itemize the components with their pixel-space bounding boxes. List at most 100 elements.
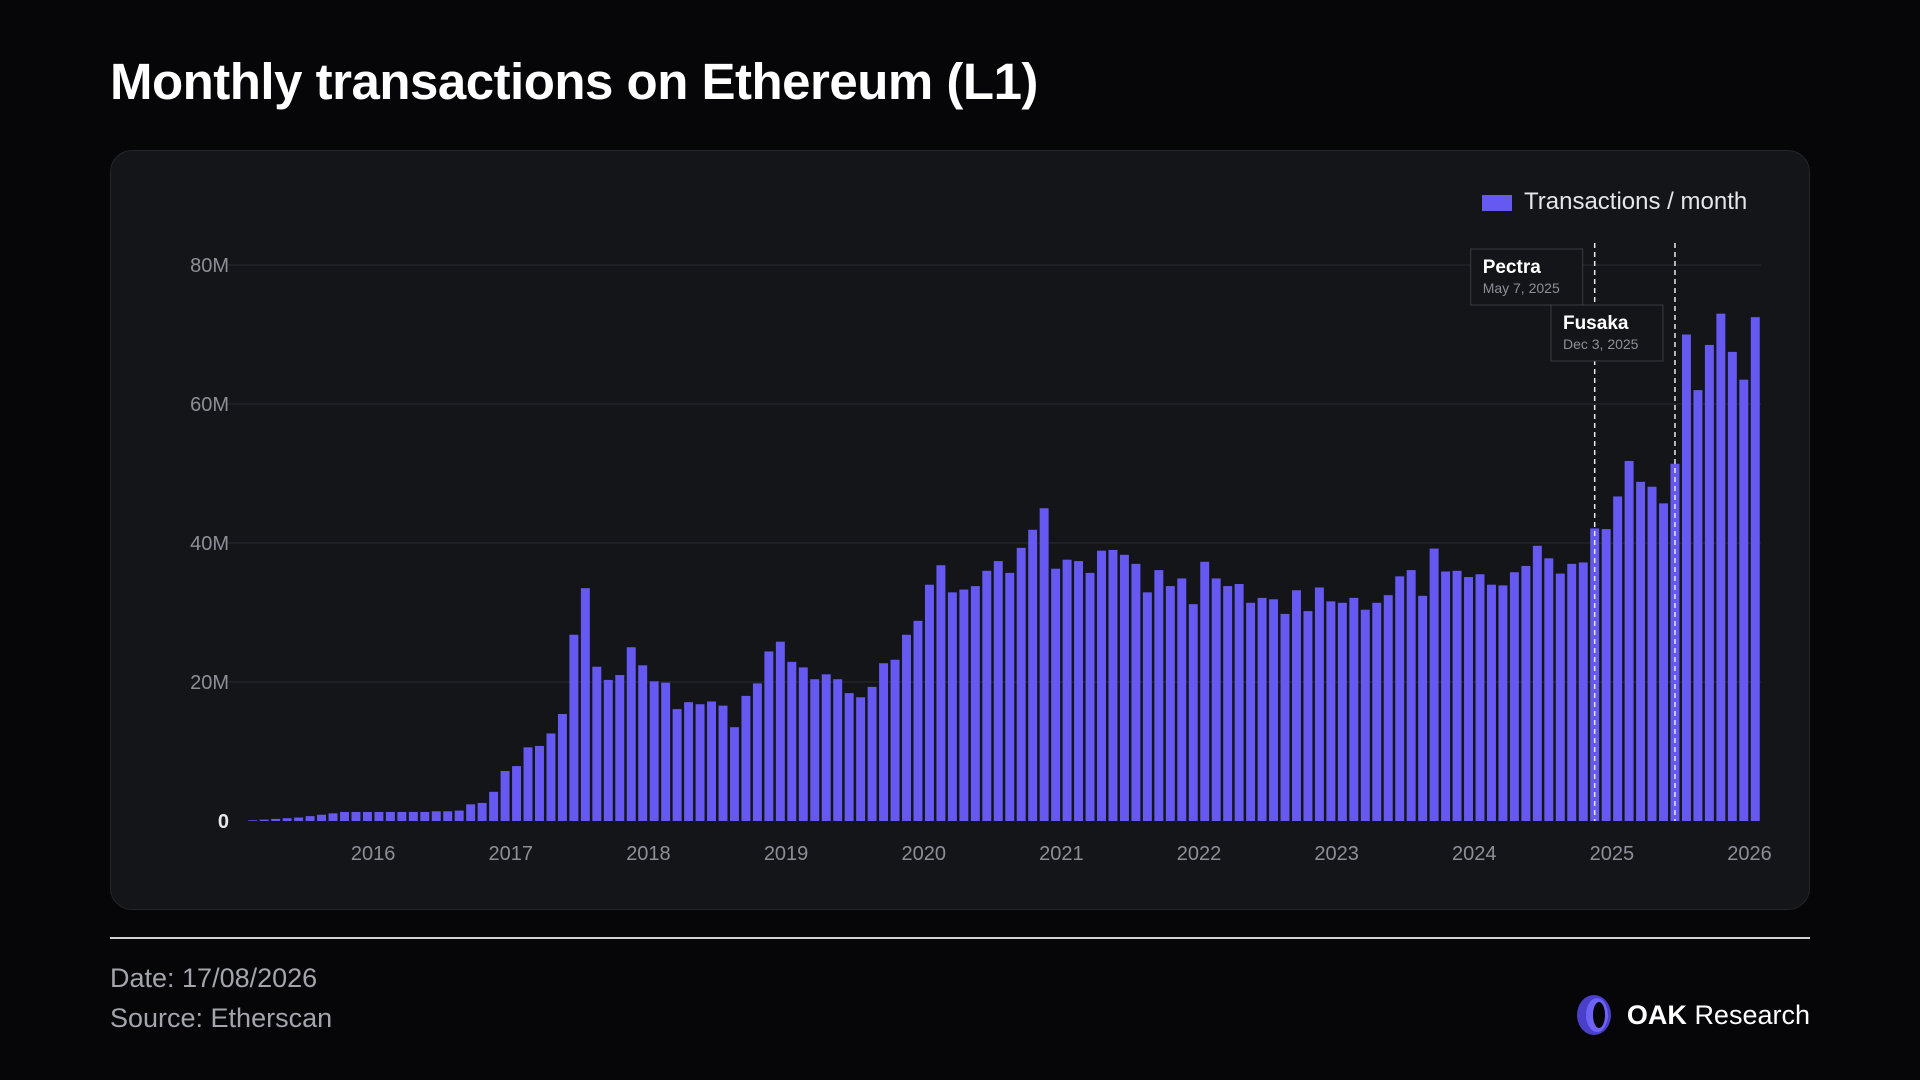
y-tick-label: 40M — [190, 533, 229, 555]
bar — [466, 804, 476, 821]
bar — [1165, 586, 1175, 821]
y-tick-label: 0 — [218, 811, 229, 833]
bar — [1246, 602, 1256, 821]
legend-swatch — [1482, 195, 1512, 211]
bar — [569, 634, 579, 821]
bar — [1177, 578, 1187, 821]
bar — [523, 747, 533, 821]
bar — [431, 811, 441, 821]
bar — [1085, 572, 1095, 821]
bar — [752, 683, 762, 821]
x-tick-label: 2018 — [626, 843, 671, 865]
bar — [1074, 561, 1084, 821]
bar — [1142, 592, 1152, 821]
bar — [1360, 609, 1370, 821]
bar — [1337, 602, 1347, 821]
bar — [1108, 549, 1118, 821]
annotation-date: Dec 3, 2025 — [1563, 336, 1639, 352]
bar — [1441, 571, 1451, 821]
bar — [1521, 565, 1531, 821]
bar — [1486, 584, 1496, 821]
bar — [1280, 613, 1290, 821]
bar — [1452, 570, 1462, 821]
bar — [1131, 563, 1141, 821]
bar — [833, 679, 843, 821]
bar — [351, 811, 361, 821]
bar — [649, 681, 659, 821]
x-tick-label: 2017 — [489, 843, 534, 865]
x-tick-label: 2021 — [1039, 843, 1084, 865]
bar — [420, 811, 430, 821]
bar — [477, 802, 487, 821]
bar — [661, 682, 671, 821]
bar — [787, 661, 797, 821]
bar — [924, 584, 934, 821]
brand-name: OAK Research — [1627, 1000, 1810, 1031]
bar — [603, 679, 613, 821]
bar — [982, 570, 992, 821]
bar — [1406, 570, 1416, 821]
bar — [489, 791, 499, 821]
bar — [271, 818, 281, 821]
annotation-date: May 7, 2025 — [1483, 280, 1560, 296]
bar — [1636, 481, 1646, 821]
x-tick-label: 2016 — [351, 843, 396, 865]
bar — [512, 766, 522, 821]
y-tick-label: 60M — [190, 394, 229, 416]
bar — [397, 811, 407, 821]
bar — [1062, 559, 1072, 821]
bar — [1681, 334, 1691, 821]
bar — [1567, 563, 1577, 821]
bar — [775, 641, 785, 821]
bar — [1693, 390, 1703, 821]
x-tick-label: 2019 — [764, 843, 809, 865]
bar — [764, 651, 774, 821]
bar — [1383, 595, 1393, 822]
x-tick-label: 2023 — [1314, 843, 1359, 865]
bar — [1509, 572, 1519, 821]
bar — [1292, 590, 1301, 821]
bar — [1498, 585, 1508, 821]
bar — [890, 659, 900, 821]
bar — [1303, 611, 1313, 821]
page-title: Monthly transactions on Ethereum (L1) — [110, 53, 1038, 110]
bar — [1372, 602, 1382, 821]
bar — [1704, 344, 1714, 821]
oak-logo-icon — [1576, 995, 1611, 1035]
brand-logo: OAK Research — [1575, 993, 1810, 1037]
footer-source: Source: Etherscan — [110, 1003, 333, 1033]
footer-date: Date: 17/08/2026 — [110, 963, 318, 993]
bar — [1005, 572, 1015, 821]
bar — [707, 701, 716, 821]
x-tick-label: 2022 — [1177, 843, 1222, 865]
bar — [798, 667, 808, 821]
annotation-box — [1470, 248, 1584, 306]
bar — [248, 820, 258, 821]
annotation-label: Fusaka — [1563, 313, 1629, 334]
bar — [844, 693, 854, 821]
annotation-box — [1550, 304, 1664, 362]
bar — [1716, 313, 1726, 821]
bar — [902, 634, 911, 821]
bar — [1188, 604, 1198, 821]
bar — [1200, 561, 1210, 821]
bar — [1578, 562, 1588, 821]
legend-label: Transactions / month — [1524, 188, 1747, 215]
bar — [1314, 587, 1324, 821]
bar — [1097, 550, 1106, 821]
bar — [1624, 460, 1634, 821]
bar — [1234, 584, 1244, 821]
bar — [1659, 503, 1668, 821]
bar — [362, 811, 372, 821]
bar — [1555, 573, 1565, 821]
bar — [1257, 597, 1267, 821]
bar — [535, 745, 544, 821]
bar — [1429, 548, 1439, 821]
bar — [672, 709, 682, 821]
bar — [1532, 545, 1542, 821]
bar — [993, 561, 1003, 821]
bar — [1395, 576, 1405, 821]
bar — [856, 697, 866, 821]
footer-divider — [110, 937, 1810, 939]
bar — [867, 686, 877, 821]
